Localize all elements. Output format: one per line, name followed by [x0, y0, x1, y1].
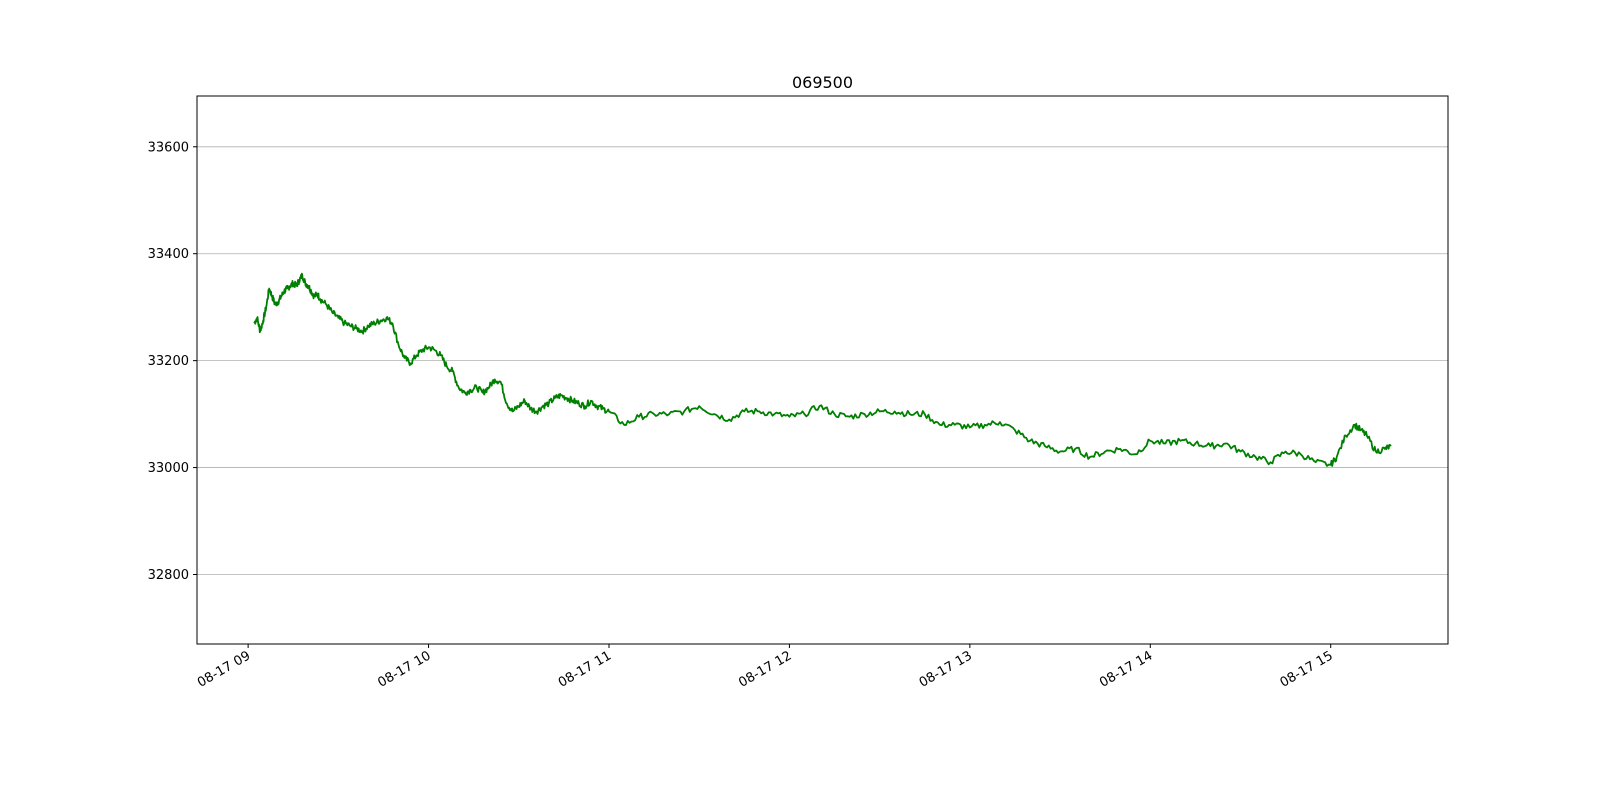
x-tick-label: 08-17 10: [375, 648, 433, 690]
plot-area: [196, 95, 1449, 645]
y-tick-label: 33600: [148, 140, 189, 155]
y-axis: 32800 33000 33200 33400 33600: [148, 140, 197, 583]
x-tick-label: 08-17 09: [195, 648, 253, 690]
y-tick-label: 33000: [148, 461, 189, 476]
x-tick-label: 08-17 11: [556, 648, 614, 690]
y-tick-label: 33400: [148, 247, 189, 262]
x-tick-label: 08-17 13: [917, 648, 975, 690]
y-tick-label: 33200: [148, 354, 189, 369]
price-line: [253, 272, 1392, 467]
grid-lines: [197, 146, 1448, 575]
y-tick-label: 32800: [148, 568, 189, 583]
chart-title: 069500: [792, 73, 853, 92]
x-tick-label: 08-17 14: [1097, 648, 1155, 690]
x-tick-label: 08-17 12: [736, 648, 794, 690]
x-axis: 08-17 09 08-17 10 08-17 11 08-17 12 08-17 13…: [195, 644, 1336, 691]
x-tick-label: 08-17 15: [1278, 648, 1336, 690]
